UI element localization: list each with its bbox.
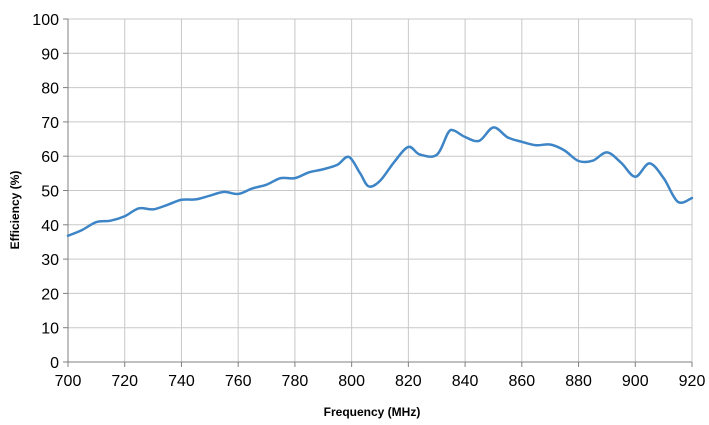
y-tick-label: 10 [41, 321, 59, 338]
x-tick-label: 720 [111, 373, 138, 390]
y-tick-label: 70 [41, 115, 59, 132]
y-tick-label: 50 [41, 184, 59, 201]
y-tick-label: 60 [41, 149, 59, 166]
series-layer [66, 126, 694, 238]
y-tick-labels: 0 10 20 30 40 50 60 70 80 90 100 [32, 12, 59, 372]
x-tick-label: 840 [452, 373, 479, 390]
axes [63, 18, 693, 367]
y-tick-label: 20 [41, 286, 59, 303]
y-tick-label: 30 [41, 252, 59, 269]
x-tick-label: 920 [679, 373, 706, 390]
x-tick-label: 740 [168, 373, 195, 390]
x-tick-labels: 700 720 740 760 780 800 820 840 860 880 900 920 [55, 373, 706, 390]
x-tick-label: 700 [55, 373, 82, 390]
y-axis-title: Efficiency (%) [8, 171, 22, 250]
y-tick-label: 90 [41, 46, 59, 63]
y-tick-label: 0 [50, 355, 59, 372]
y-tick-label: 80 [41, 81, 59, 98]
y-tick-label: 100 [32, 12, 59, 29]
grid-lines [68, 18, 693, 362]
x-tick-label: 880 [565, 373, 592, 390]
x-tick-label: 900 [622, 373, 649, 390]
x-tick-label: 780 [282, 373, 309, 390]
x-tick-label: 860 [508, 373, 535, 390]
x-tick-label: 820 [395, 373, 422, 390]
x-axis-title: Frequency (MHz) [324, 405, 421, 419]
x-tick-label: 760 [225, 373, 252, 390]
x-tick-label: 800 [338, 373, 365, 390]
y-tick-label: 40 [41, 218, 59, 235]
efficiency-series-line [66, 126, 694, 238]
